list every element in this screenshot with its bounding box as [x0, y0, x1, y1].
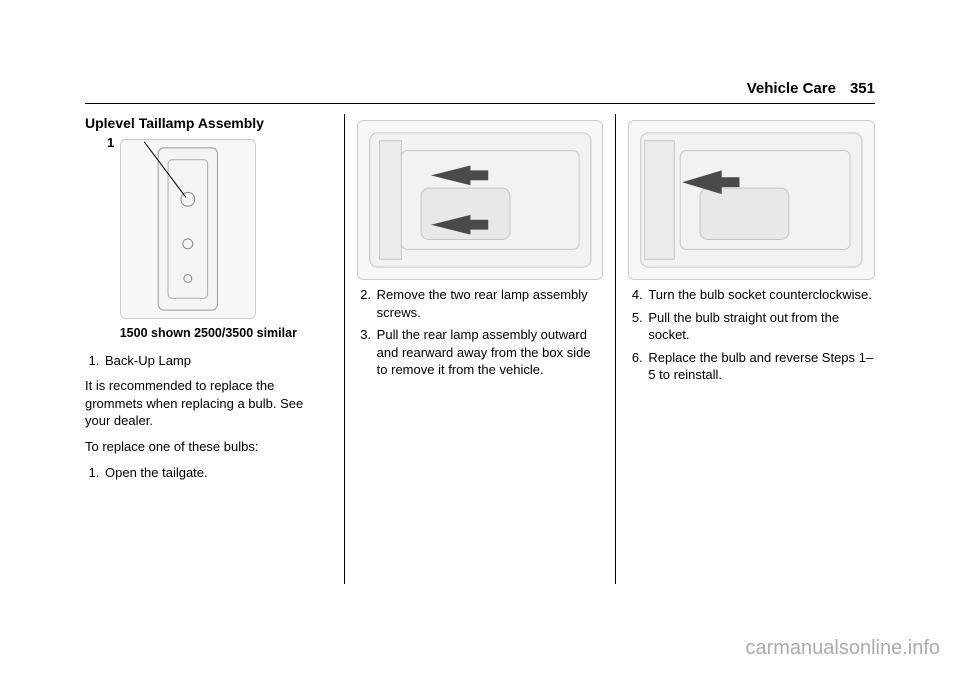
step-item: Remove the two rear lamp assembly screws… — [375, 286, 604, 321]
step-list: Turn the bulb socket counterclockwise. P… — [646, 286, 875, 384]
section-heading: Uplevel Taillamp Assembly — [85, 114, 332, 133]
step-item: Replace the bulb and reverse Steps 1–5 t… — [646, 349, 875, 384]
page-header: Vehicle Care 351 — [85, 80, 875, 104]
column-3: Turn the bulb socket counterclockwise. P… — [615, 114, 875, 584]
chapter-title: Vehicle Care — [747, 80, 836, 97]
paragraph: It is recommended to replace the grommet… — [85, 377, 332, 430]
step-item: Pull the bulb straight out from the sock… — [646, 309, 875, 344]
legend-item: Back-Up Lamp — [103, 352, 332, 370]
figure-callout-1: 1 — [107, 134, 114, 152]
truck-bed-diagram-2 — [629, 121, 874, 279]
step-item: Turn the bulb socket counterclockwise. — [646, 286, 875, 304]
step-item: Open the tailgate. — [103, 464, 332, 482]
figure-taillamp-assembly: 1 — [120, 139, 256, 319]
step-item: Pull the rear lamp assembly outward and … — [375, 326, 604, 379]
column-1: Uplevel Taillamp Assembly 1 1500 shown 2… — [85, 114, 344, 584]
truck-bed-diagram-1 — [358, 121, 603, 279]
legend-list: Back-Up Lamp — [103, 352, 332, 370]
page-number: 351 — [850, 80, 875, 97]
step-list: Open the tailgate. — [103, 464, 332, 482]
figure-caption: 1500 shown 2500/3500 similar — [85, 325, 332, 342]
taillamp-diagram — [121, 140, 255, 318]
content-columns: Uplevel Taillamp Assembly 1 1500 shown 2… — [85, 114, 875, 584]
watermark: carmanualsonline.info — [745, 637, 940, 660]
figure-remove-screws — [357, 120, 604, 280]
column-2: Remove the two rear lamp assembly screws… — [344, 114, 616, 584]
paragraph: To replace one of these bulbs: — [85, 438, 332, 456]
step-list: Remove the two rear lamp assembly screws… — [375, 286, 604, 379]
figure-remove-assembly — [628, 120, 875, 280]
